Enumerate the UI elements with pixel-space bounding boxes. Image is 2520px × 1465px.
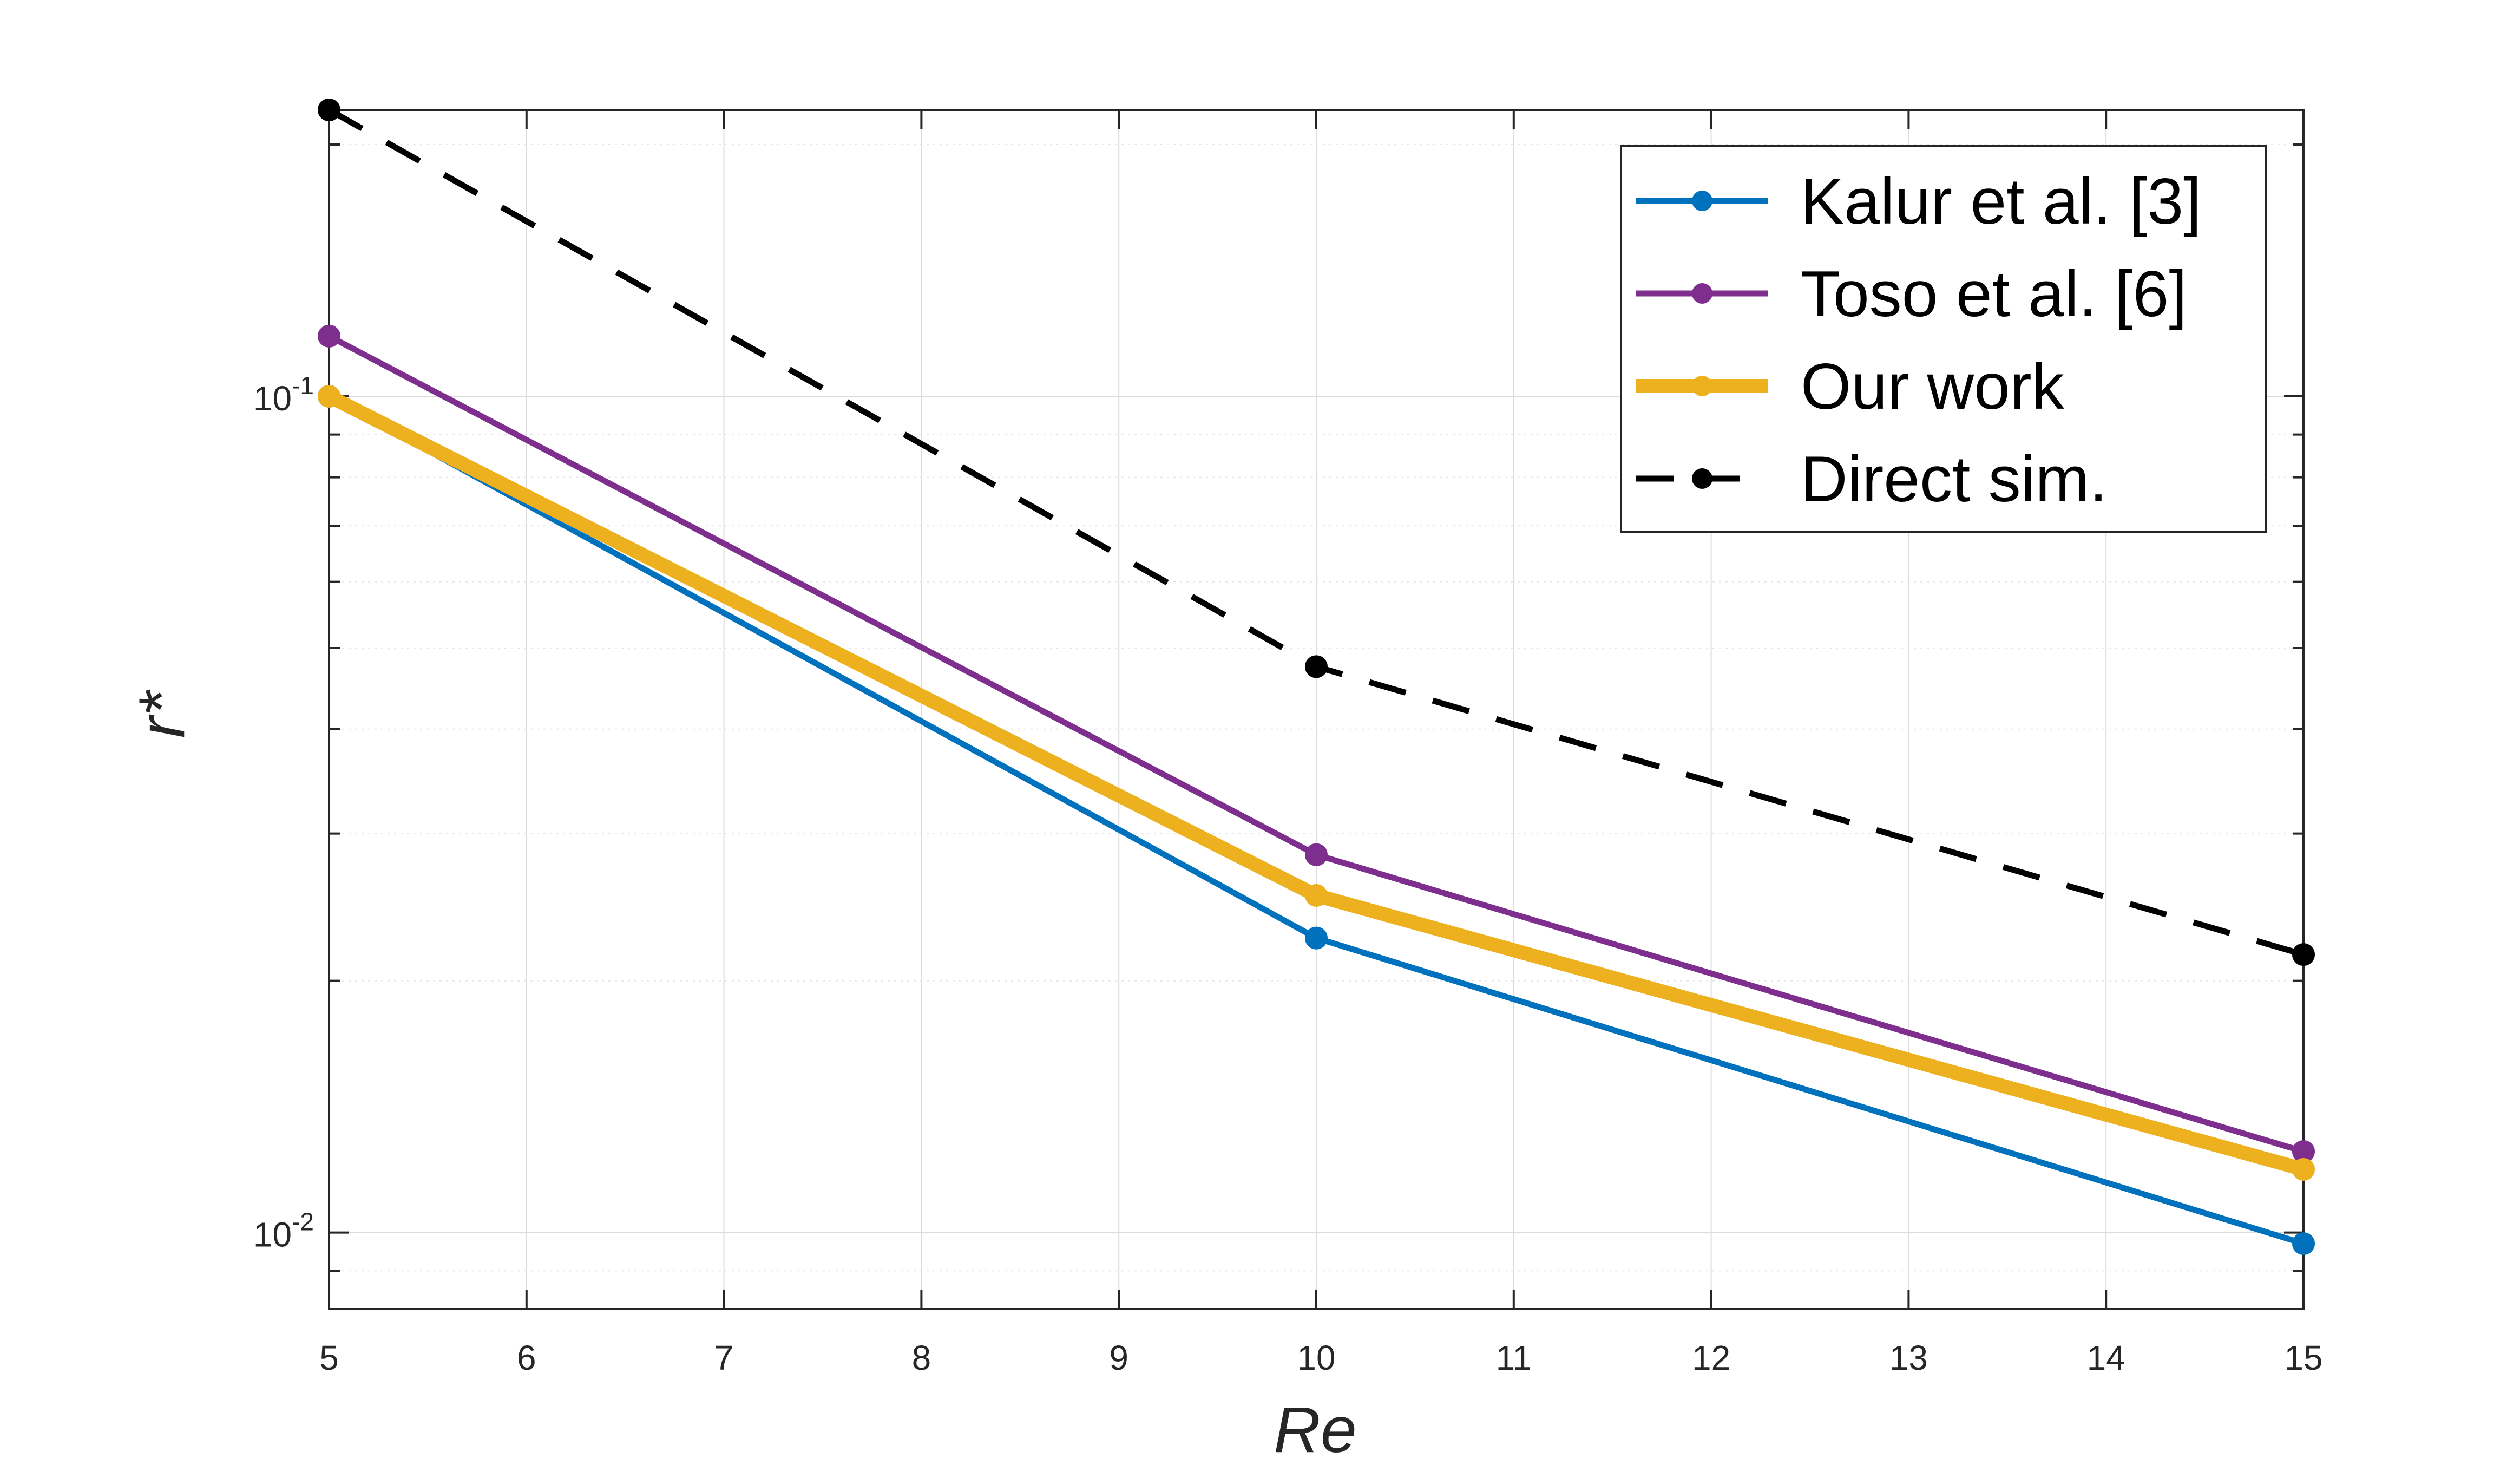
x-tick-label: 13 xyxy=(1889,1338,1928,1377)
data-point xyxy=(318,324,340,348)
x-tick-label: 12 xyxy=(1692,1338,1730,1377)
x-tick-label: 10 xyxy=(1297,1338,1335,1377)
y-tick-label: 10-1 xyxy=(253,371,314,418)
x-axis-title: Re xyxy=(1274,1394,1356,1465)
data-point xyxy=(1305,655,1328,678)
data-point xyxy=(2292,943,2315,966)
x-tick-label: 6 xyxy=(517,1338,536,1377)
legend-entry: Direct sim. xyxy=(1636,443,2108,515)
legend-entry: Kalur et al. [3] xyxy=(1636,165,2201,238)
data-point xyxy=(1305,926,1328,950)
data-point xyxy=(318,384,340,408)
x-tick-label: 8 xyxy=(912,1338,931,1377)
x-tick-label: 11 xyxy=(1496,1338,1532,1377)
legend: Kalur et al. [3] Toso et al. [6] Our work D… xyxy=(1620,145,2267,533)
series-1 xyxy=(318,324,2315,1163)
data-point xyxy=(1305,843,1328,866)
legend-box xyxy=(1620,145,2267,533)
x-tick-label: 7 xyxy=(714,1338,734,1377)
legend-label: Kalur et al. [3] xyxy=(1801,165,2201,238)
legend-label: Toso et al. [6] xyxy=(1801,258,2187,330)
legend-entry: Our work xyxy=(1636,350,2065,423)
legend-marker xyxy=(1692,191,1712,211)
legend-marker xyxy=(1692,283,1712,304)
series-layer xyxy=(318,99,2315,1255)
x-tick-label: 5 xyxy=(319,1338,339,1377)
x-tick-label: 14 xyxy=(2087,1338,2125,1377)
y-axis-title: r* xyxy=(126,689,198,738)
y-tick-labels: 10-1 10-2 xyxy=(253,371,314,1254)
legend-marker xyxy=(1692,376,1712,396)
series-3 xyxy=(318,99,2315,966)
data-point xyxy=(1305,884,1328,907)
legend-entry: Toso et al. [6] xyxy=(1636,258,2187,330)
x-tick-label: 9 xyxy=(1109,1338,1128,1377)
data-point xyxy=(2292,1157,2315,1181)
data-point xyxy=(2292,1232,2315,1255)
x-tick-labels: 5 6 7 8 9 10 11 12 13 14 15 xyxy=(319,1338,2322,1377)
series-2 xyxy=(318,384,2315,1181)
data-point xyxy=(318,99,340,121)
y-tick-label: 10-2 xyxy=(253,1208,314,1254)
legend-label: Our work xyxy=(1801,350,2065,423)
x-tick-label: 15 xyxy=(2284,1338,2322,1377)
tick-marks xyxy=(328,110,2305,1309)
legend-label: Direct sim. xyxy=(1801,443,2108,515)
legend-marker xyxy=(1692,468,1712,489)
